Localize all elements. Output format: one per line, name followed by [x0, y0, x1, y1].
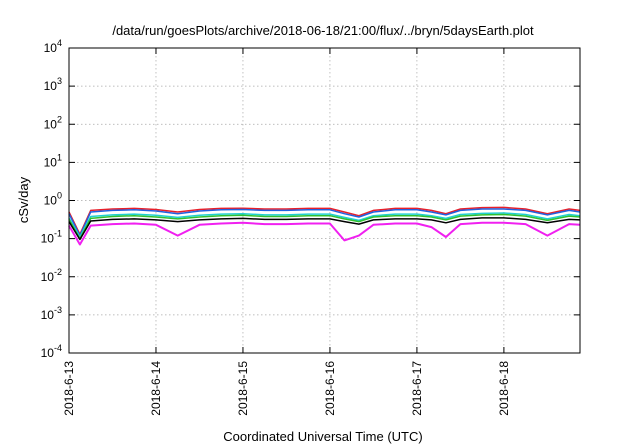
- series-layer: [68, 206, 581, 246]
- grid: [68, 48, 580, 353]
- y-tick-label: 101: [44, 152, 62, 169]
- x-tick-label: 2018-6-17: [410, 361, 424, 416]
- y-tick-label: 10-2: [41, 267, 62, 284]
- series-line-3: [68, 212, 581, 238]
- chart-title: /data/run/goesPlots/archive/2018-06-18/2…: [112, 23, 534, 38]
- axis-ticks: [68, 47, 580, 354]
- x-tick-label: 2018-6-16: [323, 361, 337, 416]
- series-line-6: [68, 221, 581, 246]
- y-axis-label: cSv/day: [16, 176, 31, 223]
- x-tick-label: 2018-6-18: [497, 361, 511, 416]
- series-line-1: [68, 206, 581, 236]
- y-tick-label: 10-1: [41, 229, 62, 246]
- y-tick-label: 102: [44, 114, 62, 131]
- y-tick-label: 103: [44, 76, 62, 93]
- y-tick-labels: 10-4 10-3 10-2 10-1 100 101 102 103 104: [41, 38, 62, 360]
- series-line-2: [68, 208, 581, 237]
- y-tick-label: 10-3: [41, 305, 62, 322]
- series-line-4: [68, 213, 581, 240]
- x-tick-label: 2018-6-13: [62, 361, 76, 416]
- series-line-5: [68, 217, 581, 241]
- y-tick-label: 10-4: [41, 343, 62, 360]
- y-tick-label: 104: [44, 38, 62, 55]
- x-tick-labels: 2018-6-13 2018-6-14 2018-6-15 2018-6-16 2018…: [62, 361, 511, 416]
- x-tick-label: 2018-6-15: [236, 361, 250, 416]
- x-tick-label: 2018-6-14: [149, 361, 163, 416]
- y-tick-label: 100: [44, 191, 62, 208]
- x-axis-label: Coordinated Universal Time (UTC): [223, 429, 422, 444]
